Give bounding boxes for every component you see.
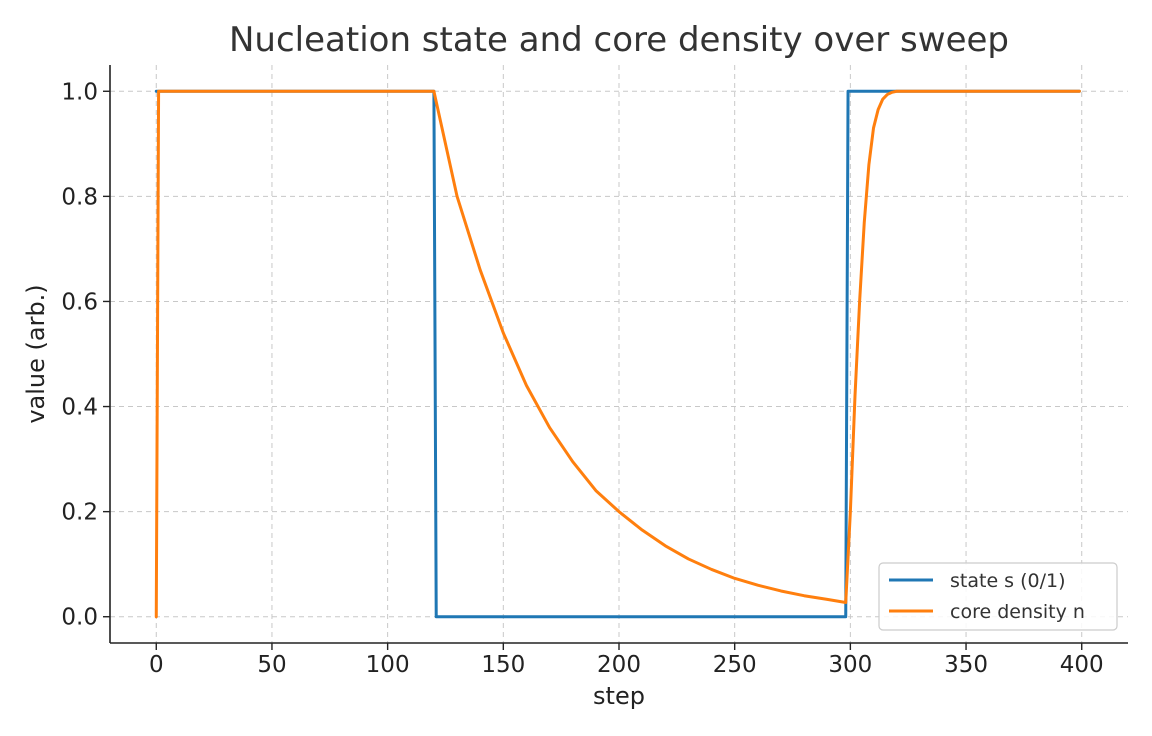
x-tick-label: 300 bbox=[828, 652, 872, 678]
legend-box bbox=[878, 562, 1118, 631]
y-tick-label: 1.0 bbox=[61, 79, 98, 105]
y-tick-label: 0.2 bbox=[61, 500, 98, 526]
x-tick-label: 400 bbox=[1060, 652, 1104, 678]
y-tick-label: 0.0 bbox=[61, 605, 98, 631]
x-tick-label: 100 bbox=[366, 652, 410, 678]
x-tick-label: 0 bbox=[149, 652, 164, 678]
plot-series bbox=[154, 89, 1081, 619]
x-tick-label: 50 bbox=[257, 652, 286, 678]
chart-title: Nucleation state and core density over s… bbox=[229, 20, 1009, 60]
x-axis-label: step bbox=[593, 682, 645, 710]
x-tick-label: 200 bbox=[597, 652, 641, 678]
y-axis-label: value (arb.) bbox=[22, 284, 50, 423]
y-tick-label: 0.8 bbox=[61, 184, 98, 210]
ticks: 0 50 100 150 200 250 300 350 400 0.0 0.2 0.4 0.6 0.8 1… bbox=[61, 79, 1103, 678]
grid bbox=[110, 65, 1128, 643]
y-tick-label: 0.4 bbox=[61, 395, 98, 421]
x-tick-label: 150 bbox=[481, 652, 525, 678]
legend: state s (0/1) core density n bbox=[878, 562, 1118, 631]
x-tick-label: 350 bbox=[944, 652, 988, 678]
series-line-state bbox=[154, 89, 1081, 619]
x-tick-label: 250 bbox=[713, 652, 757, 678]
y-tick-label: 0.6 bbox=[61, 289, 98, 315]
legend-label-core-density: core density n bbox=[950, 601, 1085, 623]
legend-label-state: state s (0/1) bbox=[950, 570, 1066, 592]
series-line-core-density bbox=[154, 89, 1081, 619]
